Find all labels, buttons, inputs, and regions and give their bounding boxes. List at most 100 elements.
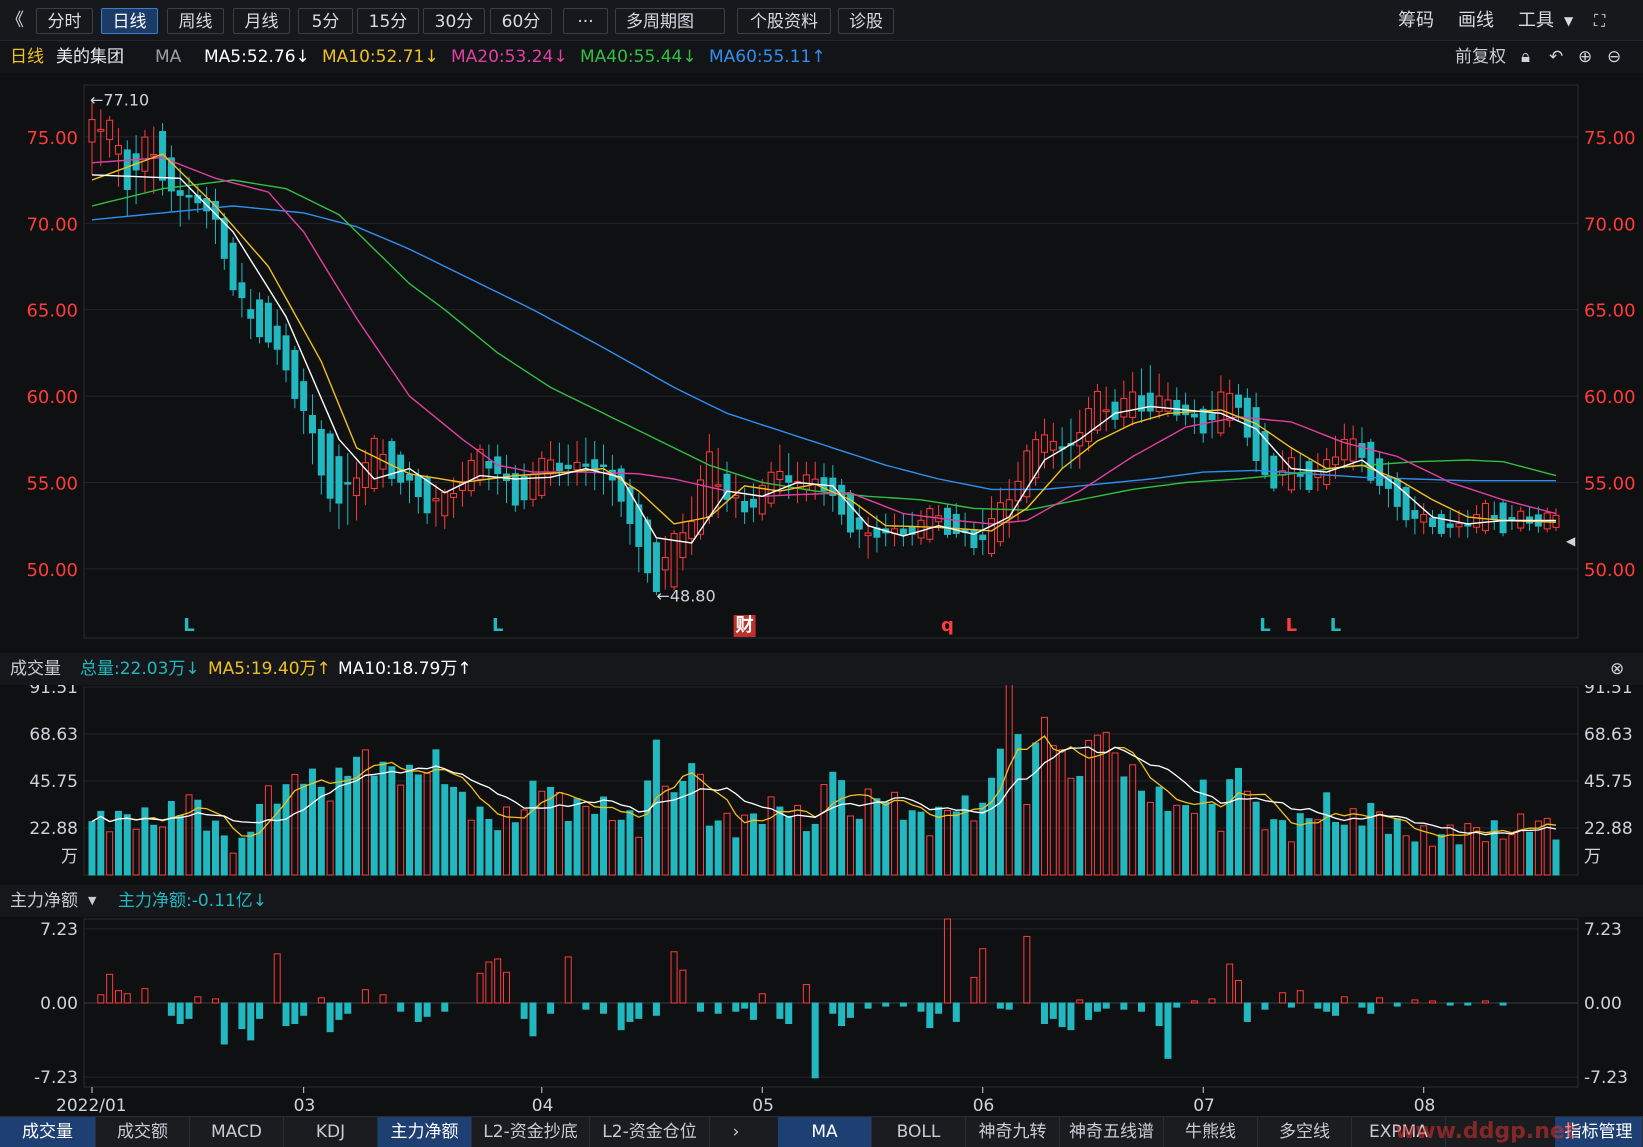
candle-body bbox=[247, 309, 255, 319]
flow-bar bbox=[256, 1002, 264, 1019]
overlay-tab-5[interactable]: 多空线 bbox=[1258, 1117, 1352, 1147]
tab-10[interactable]: 个股资料 bbox=[737, 8, 831, 34]
volume-bar bbox=[361, 749, 369, 876]
overlay-tab-3[interactable]: 神奇五线谱 bbox=[1060, 1117, 1164, 1147]
ma-label[interactable]: MA bbox=[155, 47, 182, 67]
zoom-out-icon[interactable]: ⊖ bbox=[1607, 47, 1622, 67]
candle-body bbox=[150, 154, 158, 157]
flow-title[interactable]: 主力净额 bbox=[10, 891, 78, 911]
candle-body bbox=[1129, 391, 1137, 418]
candle-body bbox=[476, 448, 484, 480]
tab-6[interactable]: 30分 bbox=[423, 8, 485, 34]
candle-body bbox=[626, 486, 634, 524]
volume-bar bbox=[582, 805, 590, 876]
undo-icon[interactable]: ↶ bbox=[1549, 47, 1564, 67]
volume-bar bbox=[432, 749, 440, 876]
tab-7[interactable]: 60分 bbox=[490, 8, 552, 34]
overlay-tab-4[interactable]: 牛熊线 bbox=[1164, 1117, 1258, 1147]
x-axis-label: 08 bbox=[1414, 1096, 1436, 1116]
overlay-tab-1[interactable]: BOLL bbox=[872, 1117, 966, 1147]
indicator-tab-5[interactable]: L2-资金抄底 bbox=[472, 1117, 590, 1147]
candle-body bbox=[1146, 392, 1154, 412]
volume-bar bbox=[397, 784, 405, 876]
chevron-down-icon[interactable]: ▼ bbox=[88, 894, 97, 907]
flow-bar bbox=[1208, 998, 1216, 1004]
indicator-tab-2[interactable]: MACD bbox=[190, 1117, 284, 1147]
flow-bar bbox=[238, 1002, 246, 1030]
chevron-right-icon[interactable]: › bbox=[732, 1122, 740, 1142]
indicator-tab-3[interactable]: KDJ bbox=[284, 1117, 378, 1147]
tools-button[interactable]: 工具 bbox=[1518, 10, 1554, 31]
flow-bar bbox=[811, 1002, 819, 1079]
volume-bar bbox=[1534, 820, 1542, 876]
flow-bar bbox=[952, 1002, 960, 1022]
candle-body bbox=[291, 349, 299, 399]
candle-body bbox=[167, 157, 175, 192]
overlay-tab-6[interactable]: EXPMA bbox=[1352, 1117, 1446, 1147]
zoom-in-icon[interactable]: ⊕ bbox=[1578, 47, 1593, 67]
overlay-tab-2[interactable]: 神奇九转 bbox=[966, 1117, 1060, 1147]
volume-bar bbox=[1093, 734, 1101, 876]
ma5-value: MA5:52.76↓ bbox=[204, 47, 310, 67]
volume-chart[interactable]: 22.88 22.88 45.75 45.75 68.63 68.63 91.51 91.51… bbox=[0, 685, 1643, 885]
volume-bar bbox=[1261, 829, 1269, 876]
flow-bar bbox=[1411, 999, 1419, 1004]
close-icon[interactable]: ⊗ bbox=[1610, 659, 1625, 679]
indicator-tab-0[interactable]: 成交量 bbox=[0, 1117, 96, 1147]
volume-bar bbox=[767, 796, 775, 876]
candle-body bbox=[141, 136, 149, 172]
candle-body bbox=[714, 484, 722, 487]
price-tick-left: 70.00 bbox=[26, 214, 78, 235]
chevron-down-icon[interactable]: ▼ bbox=[1564, 14, 1574, 28]
volume-bar bbox=[88, 821, 96, 876]
back-icon[interactable]: 《 bbox=[6, 10, 24, 31]
volume-title[interactable]: 成交量 bbox=[10, 659, 61, 679]
flow-bar bbox=[291, 1002, 299, 1024]
lock-icon[interactable]: 🔒︎ bbox=[1521, 47, 1531, 67]
volume-bar bbox=[1235, 767, 1243, 876]
candle-body bbox=[1393, 478, 1401, 507]
tab-4[interactable]: 5分 bbox=[298, 8, 353, 34]
overlay-tab-0[interactable]: MA bbox=[778, 1117, 872, 1147]
volume-bar bbox=[882, 801, 890, 876]
tab-8[interactable]: ··· bbox=[563, 8, 608, 34]
tab-9[interactable]: 多周期图 bbox=[615, 8, 725, 34]
candle-body bbox=[617, 468, 625, 502]
candle-body bbox=[423, 477, 431, 514]
candle-body bbox=[564, 464, 572, 470]
volume-bar bbox=[1340, 824, 1348, 876]
candle-body bbox=[229, 242, 237, 291]
volume-bar bbox=[1446, 824, 1454, 876]
tab-3[interactable]: 月线 bbox=[233, 8, 290, 34]
candle-body bbox=[370, 437, 378, 490]
indicator-tab-4[interactable]: 主力净额 bbox=[378, 1117, 472, 1147]
candle-body bbox=[538, 457, 546, 496]
indicator-tab-1[interactable]: 成交额 bbox=[96, 1117, 190, 1147]
candle-body bbox=[317, 429, 325, 476]
candle-body bbox=[1208, 413, 1216, 421]
indicator-manage-button[interactable]: 指标管理 bbox=[1555, 1117, 1643, 1147]
flow-bar bbox=[167, 1002, 175, 1016]
tab-0[interactable]: 分时 bbox=[36, 8, 93, 34]
tab-2[interactable]: 周线 bbox=[167, 8, 224, 34]
draw-button[interactable]: 画线 bbox=[1458, 10, 1494, 31]
flow-chart[interactable]: -7.23 -7.23 0.00 0.00 7.23 7.23 2022/01 03 04 05 0… bbox=[0, 917, 1643, 1116]
price-chart[interactable]: 50.00 50.00 55.00 55.00 60.00 60.00 65.00 65.00… bbox=[0, 73, 1643, 653]
tab-1[interactable]: 日线 bbox=[101, 8, 158, 34]
tab-11[interactable]: 诊股 bbox=[838, 8, 894, 34]
volume-bar bbox=[952, 811, 960, 876]
chips-button[interactable]: 筹码 bbox=[1398, 10, 1434, 31]
candle-body bbox=[432, 498, 440, 502]
candle-body bbox=[661, 557, 669, 571]
volume-bar bbox=[600, 796, 608, 876]
candle-body bbox=[723, 473, 731, 500]
price-tick-right: 50.00 bbox=[1584, 560, 1636, 581]
volume-bar bbox=[661, 785, 669, 876]
adjust-button[interactable]: 前复权 bbox=[1455, 47, 1506, 67]
indicator-tab-6[interactable]: L2-资金仓位 bbox=[590, 1117, 710, 1147]
candle-body bbox=[952, 513, 960, 534]
flow-bar bbox=[1287, 1002, 1295, 1008]
fullscreen-icon[interactable]: ⛶ bbox=[1594, 11, 1606, 30]
volume-bar bbox=[1429, 845, 1437, 876]
tab-5[interactable]: 15分 bbox=[357, 8, 419, 34]
